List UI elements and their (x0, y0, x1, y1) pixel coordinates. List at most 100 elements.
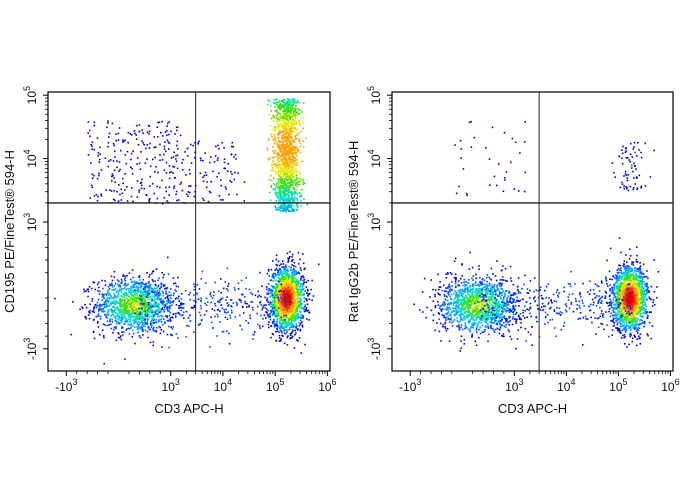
event-point (136, 296, 138, 299)
event-point (285, 100, 288, 103)
event-point (130, 286, 132, 288)
event-point (264, 296, 266, 299)
event-point (107, 285, 110, 288)
event-point (288, 205, 291, 207)
event-point (123, 309, 125, 311)
event-point (286, 336, 289, 339)
event-point (290, 176, 293, 179)
event-point (274, 189, 277, 191)
event-point (134, 299, 136, 302)
event-point (151, 182, 154, 185)
event-point (157, 306, 159, 309)
event-point (282, 139, 285, 141)
event-point (233, 287, 236, 289)
event-point (142, 132, 144, 134)
event-point (294, 182, 297, 184)
event-point (294, 179, 297, 181)
event-point (138, 307, 140, 310)
event-point (288, 164, 291, 166)
event-point (293, 108, 296, 110)
event-point (286, 144, 289, 147)
event-point (144, 320, 146, 322)
event-point (287, 259, 290, 262)
event-point (254, 294, 257, 297)
event-point (134, 312, 136, 315)
event-point (138, 282, 140, 284)
event-point (290, 100, 292, 103)
event-point (143, 144, 145, 146)
event-point (286, 166, 288, 169)
event-point (180, 314, 183, 317)
event-point (230, 299, 233, 301)
event-point (270, 268, 273, 271)
event-point (130, 152, 133, 155)
event-point (193, 289, 195, 291)
event-point (278, 170, 280, 172)
event-point (279, 273, 282, 275)
event-point (278, 290, 280, 293)
event-point (281, 300, 284, 303)
event-point (93, 174, 95, 177)
event-point (148, 276, 150, 278)
event-point (274, 165, 277, 167)
event-point (113, 310, 115, 312)
event-point (281, 291, 284, 294)
event-point (247, 322, 250, 324)
event-point (269, 296, 271, 298)
event-point (279, 108, 282, 110)
event-point (300, 290, 303, 293)
event-point (284, 266, 286, 268)
event-point (173, 187, 175, 189)
event-point (278, 307, 280, 310)
event-point (151, 310, 154, 313)
event-point (296, 283, 299, 286)
event-point (297, 178, 299, 180)
event-point (267, 314, 270, 316)
event-point (120, 278, 123, 281)
event-point (295, 108, 297, 111)
event-point (284, 313, 286, 316)
event-point (163, 310, 166, 313)
event-point (284, 103, 287, 106)
event-point (290, 124, 293, 127)
event-point (132, 310, 134, 312)
event-point (107, 165, 109, 168)
event-point (284, 161, 287, 164)
event-point (280, 288, 282, 290)
event-point (274, 129, 276, 131)
event-point (280, 196, 283, 199)
event-point (270, 133, 273, 136)
event-point (284, 271, 286, 273)
event-point (297, 181, 300, 183)
event-point (286, 316, 288, 318)
event-point (103, 297, 105, 299)
event-point (271, 304, 273, 307)
event-point (282, 189, 285, 191)
event-point (284, 165, 286, 168)
event-point (220, 278, 222, 280)
event-point (103, 303, 105, 305)
event-point (274, 275, 277, 277)
event-point (292, 122, 294, 125)
event-point (285, 145, 288, 148)
event-point (291, 174, 293, 177)
event-point (285, 156, 287, 158)
event-point (103, 305, 106, 307)
event-point (282, 327, 285, 329)
event-point (142, 294, 145, 296)
event-point (282, 131, 285, 134)
event-point (123, 308, 125, 310)
event-point (273, 292, 276, 294)
event-point (154, 280, 156, 282)
event-point (275, 209, 277, 211)
event-point (123, 292, 126, 295)
event-point (299, 258, 301, 261)
event-point (118, 314, 121, 317)
event-point (286, 101, 289, 104)
event-point (129, 290, 131, 293)
event-point (286, 161, 288, 164)
event-point (92, 308, 95, 310)
event-point (275, 138, 277, 141)
event-point (120, 300, 122, 303)
event-point (283, 149, 286, 152)
